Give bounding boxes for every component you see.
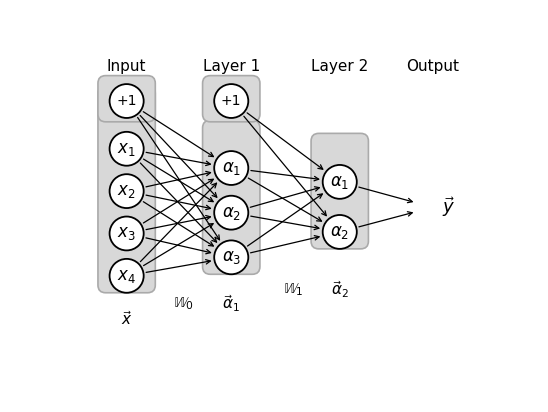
Circle shape [214,240,248,274]
FancyBboxPatch shape [203,120,260,274]
Circle shape [323,215,357,249]
Text: $\alpha_2$: $\alpha_2$ [330,223,350,241]
FancyBboxPatch shape [203,76,260,122]
Text: Layer 1: Layer 1 [203,59,260,74]
Text: $\alpha_1$: $\alpha_1$ [330,173,350,191]
Text: +1: +1 [116,94,137,108]
FancyBboxPatch shape [311,133,368,249]
Text: Input: Input [107,59,146,74]
Circle shape [214,196,248,229]
Circle shape [323,165,357,199]
Circle shape [110,84,144,118]
Circle shape [110,259,144,293]
Text: +1: +1 [221,94,242,108]
Circle shape [110,217,144,250]
Text: $\vec{\alpha}_1$: $\vec{\alpha}_1$ [222,293,240,314]
Text: $\alpha_2$: $\alpha_2$ [221,204,241,222]
Text: $\vec{\alpha}_2$: $\vec{\alpha}_2$ [331,279,349,300]
Text: $\vec{x}$: $\vec{x}$ [121,310,133,328]
Circle shape [110,174,144,208]
Circle shape [214,151,248,185]
Text: $\alpha_1$: $\alpha_1$ [221,159,241,177]
FancyBboxPatch shape [98,86,155,293]
Text: $\mathbb{W}_1$: $\mathbb{W}_1$ [283,281,304,298]
Text: $x_4$: $x_4$ [117,267,136,285]
Text: $x_1$: $x_1$ [117,140,136,158]
Circle shape [214,84,248,118]
Text: Output: Output [406,59,459,74]
Text: $\vec{y}$: $\vec{y}$ [442,195,455,219]
Text: $\mathbb{W}_0$: $\mathbb{W}_0$ [173,295,193,312]
Text: $x_3$: $x_3$ [117,225,136,243]
Text: $\alpha_3$: $\alpha_3$ [221,248,241,266]
Text: Layer 2: Layer 2 [311,59,368,74]
Text: $x_2$: $x_2$ [117,182,136,200]
Circle shape [110,132,144,166]
FancyBboxPatch shape [98,76,155,122]
